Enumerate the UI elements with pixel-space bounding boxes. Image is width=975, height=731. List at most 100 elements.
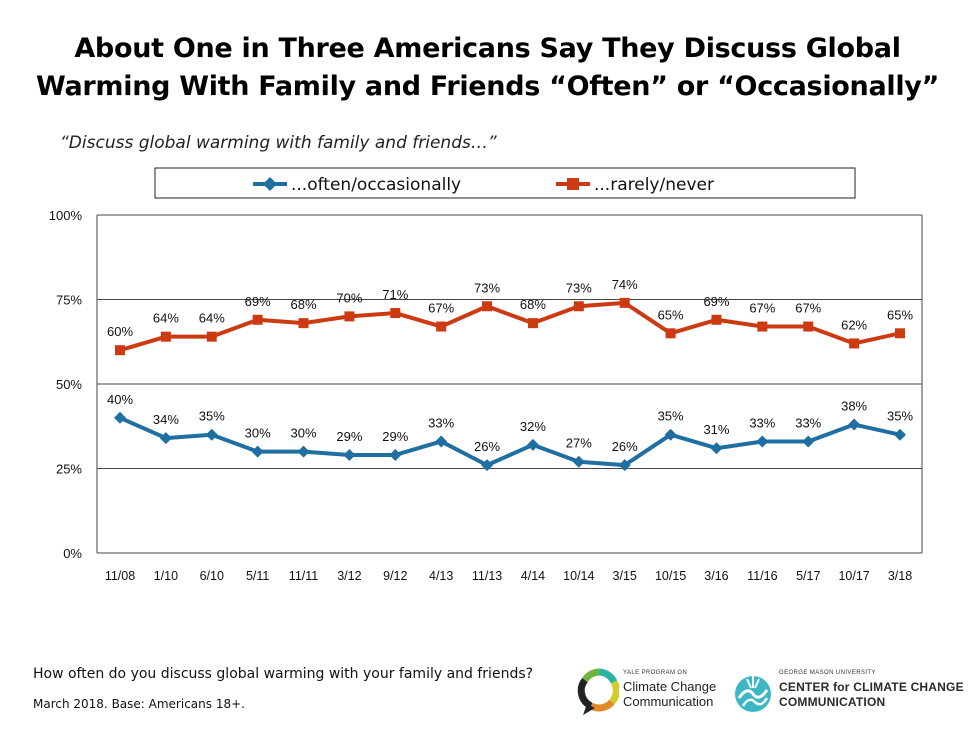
data-label: 65% [887,307,913,322]
yale-climate-logo: YALE PROGRAM ON Climate Change Communica… [577,668,737,718]
chart-title: About One in Three Americans Say They Di… [0,30,975,106]
data-point [665,328,676,339]
data-label: 33% [749,415,775,430]
data-label: 68% [291,297,317,312]
yale-logo-line-3: Communication [623,694,714,709]
data-label: 40% [107,392,133,407]
data-point [849,338,860,349]
gmu-climate-logo: GEORGE MASON UNIVERSITY CENTER for CLIMA… [733,668,964,718]
data-label: 38% [841,399,867,414]
legend-box [154,167,856,199]
data-point [115,345,125,356]
gmu-logo-line-1: GEORGE MASON UNIVERSITY [779,670,876,676]
x-tick-label: 5/11 [246,569,269,583]
data-point [711,314,722,325]
data-label: 74% [612,277,638,292]
series-line [119,415,901,468]
legend-label: ...rarely/never [594,175,714,195]
data-label: 35% [199,409,225,424]
x-axis-ticks: 11/08 1/10 6/10 5/11 11/11 3/12 9/12 4/13 11/13 4… [105,569,912,583]
x-tick-label: 10/14 [563,569,594,583]
yale-logo-line-1: YALE PROGRAM ON [623,670,688,676]
data-point [251,445,264,458]
data-point [756,435,769,448]
data-point [757,321,768,332]
yale-logo-line-2: Climate Change [623,679,717,694]
data-label: 73% [566,280,592,295]
data-point [848,418,861,431]
data-label: 62% [841,317,867,332]
x-tick-label: 3/16 [704,569,728,583]
legend-label: ...often/occasionally [291,175,461,195]
x-tick-label: 3/15 [613,569,637,583]
x-tick-label: 9/12 [383,569,407,583]
data-point [205,428,218,441]
y-tick-label: 100% [49,208,83,223]
series-line [119,300,901,353]
x-tick-label: 4/13 [429,569,453,583]
chart-title-line-1: About One in Three Americans Say They Di… [74,33,901,64]
data-point [527,318,538,329]
data-point [573,301,584,312]
data-point [619,297,630,308]
data-point [297,445,310,458]
data-label: 67% [428,301,454,316]
data-point [710,442,723,455]
y-tick-label: 75% [56,293,82,308]
data-label: 70% [336,290,362,305]
data-label: 67% [749,301,775,316]
survey-source-note: March 2018. Base: Americans 18+. [33,697,245,711]
data-label: 32% [520,419,546,434]
data-label: 35% [658,409,684,424]
x-tick-label: 11/08 [105,569,135,583]
x-tick-label: 11/16 [747,569,777,583]
data-point [436,321,447,332]
data-point [526,438,539,451]
grid-lines [96,214,923,554]
x-tick-label: 3/12 [337,569,361,583]
y-tick-label: 0% [63,546,82,561]
y-tick-label: 25% [56,462,82,477]
data-point [252,314,263,325]
data-point [298,318,309,329]
chart-title-line-2: Warming With Family and Friends “Often” … [35,71,940,102]
data-point [894,428,906,441]
data-label: 35% [887,409,913,424]
data-point [389,448,402,461]
data-label: 65% [658,307,684,322]
x-tick-label: 5/17 [796,569,820,583]
gmu-logo-icon [735,676,771,712]
data-point [114,411,126,424]
data-point [435,435,448,448]
data-label: 69% [245,294,271,309]
x-tick-label: 4/14 [521,569,545,583]
yale-logo-icon [577,668,619,715]
data-point [390,308,401,319]
x-tick-label: 10/15 [655,569,686,583]
survey-question: How often do you discuss global warming … [33,666,534,682]
data-point [572,455,585,468]
x-tick-label: 11/13 [472,569,502,583]
data-label: 73% [474,280,500,295]
data-label: 60% [107,324,133,339]
legend: ...often/occasionally ...rarely/never [154,167,856,199]
series-group: 40% 34% 35% 30% 30% 29% 29% 33% 26% 32% 27% 26% 35% 3… [107,277,913,472]
data-point [802,435,815,448]
data-point [803,321,814,332]
x-tick-label: 11/11 [289,569,318,583]
data-point [895,328,905,339]
gmu-logo-line-3: COMMUNICATION [779,695,886,709]
gmu-logo-line-2: CENTER for CLIMATE CHANGE [779,680,964,694]
data-point [160,331,171,342]
x-tick-label: 6/10 [200,569,224,583]
data-label: 71% [382,287,408,302]
data-label: 34% [153,412,179,427]
data-label: 33% [428,415,454,430]
data-point [481,459,494,472]
data-label: 64% [199,311,225,326]
x-tick-label: 10/17 [838,569,869,583]
data-label: 29% [336,429,362,444]
data-label: 26% [474,439,500,454]
chart-subtitle: “Discuss global warming with family and … [60,133,497,153]
data-point [482,301,493,312]
